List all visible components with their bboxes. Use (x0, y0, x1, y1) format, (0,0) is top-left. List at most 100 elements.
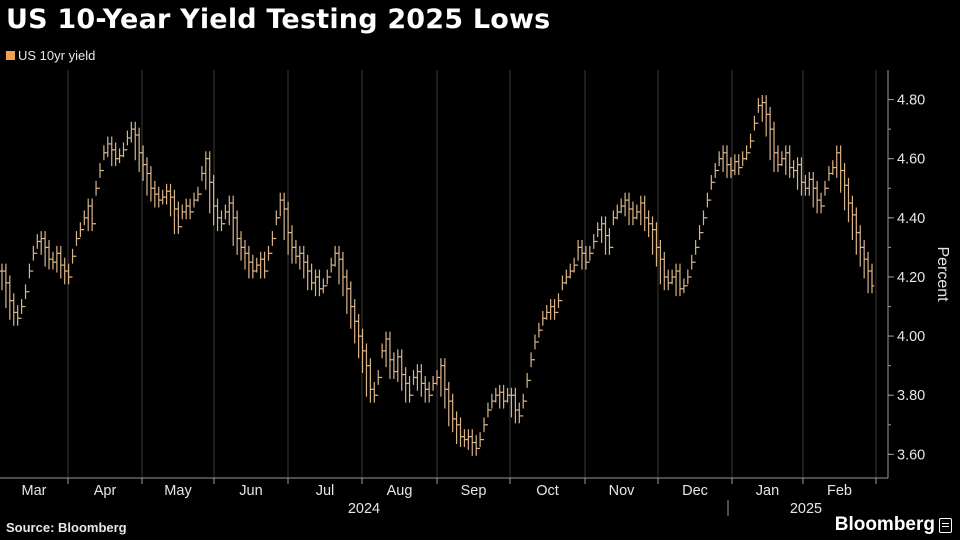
brand-name: Bloomberg (834, 514, 935, 535)
price-bar (50, 251, 56, 270)
price-bar (646, 210, 651, 238)
price-bar (626, 192, 632, 226)
price-bar (246, 245, 252, 279)
price-bar (54, 245, 60, 273)
price-bar (336, 245, 342, 285)
price-bar (395, 349, 401, 382)
price-bar (238, 231, 244, 261)
price-bar (450, 393, 455, 433)
price-bar (195, 186, 201, 202)
price-bar (705, 192, 710, 219)
price-bar (254, 257, 259, 273)
price-bar (720, 145, 726, 172)
y-tick-label: 4.20 (897, 270, 925, 286)
price-bar (262, 251, 267, 279)
price-bar (811, 172, 816, 208)
price-bar (360, 328, 365, 374)
price-bar (82, 210, 87, 231)
price-bar (787, 145, 792, 178)
price-bar (407, 376, 412, 403)
price-bar (313, 269, 318, 297)
price-bar (807, 172, 812, 196)
price-bar (822, 180, 828, 207)
price-bar (293, 240, 299, 264)
price-bar (736, 154, 741, 175)
price-bar (615, 204, 620, 220)
price-bar (234, 210, 240, 255)
price-bar (571, 257, 577, 273)
price-bar (473, 435, 479, 456)
price-bar (689, 254, 694, 278)
price-bar (164, 183, 169, 205)
price-bar (419, 364, 424, 397)
price-bar (842, 163, 847, 211)
price-bar (430, 376, 436, 396)
price-bar (340, 251, 346, 297)
price-bar (129, 121, 134, 143)
price-bar (15, 305, 20, 326)
price-bar (771, 121, 777, 172)
price-bar (865, 251, 871, 294)
price-bar (19, 299, 24, 319)
price-bar (223, 204, 228, 225)
price-bar (544, 305, 549, 320)
price-bar (258, 251, 263, 279)
y-axis-label: Percent (934, 246, 951, 302)
chart-title: US 10-Year Yield Testing 2025 Lows (6, 4, 551, 35)
price-bar (697, 225, 702, 248)
price-bar (74, 231, 79, 257)
yield-series (0, 95, 875, 456)
price-bar (344, 269, 350, 314)
price-bar (328, 257, 334, 278)
legend-swatch (6, 51, 15, 60)
price-bar (136, 127, 142, 172)
y-tick-label: 4.00 (897, 329, 925, 345)
price-bar (630, 201, 636, 226)
price-bar (62, 257, 67, 285)
price-bar (176, 201, 181, 235)
price-bar (285, 201, 291, 255)
price-bar (321, 278, 326, 294)
price-bar (489, 393, 495, 411)
price-bar (211, 174, 216, 226)
y-tick-label: 3.80 (897, 388, 925, 404)
price-bar (242, 240, 248, 270)
price-bar (199, 166, 205, 195)
y-tick-label: 4.60 (897, 152, 925, 168)
price-bar (583, 245, 589, 270)
price-bar (309, 263, 314, 291)
price-bar (93, 180, 99, 225)
price-bar (35, 234, 40, 254)
price-bar (105, 136, 111, 158)
price-bar (180, 204, 185, 228)
document-icon (939, 517, 952, 533)
price-bar (568, 263, 573, 279)
x-year-label: 2024 (348, 501, 380, 517)
price-bar (744, 145, 749, 161)
x-month-label: Feb (827, 483, 852, 499)
price-bar (113, 142, 118, 167)
price-bar (203, 151, 208, 190)
price-bar (78, 222, 83, 240)
price-bar (403, 367, 408, 403)
price-bar (485, 402, 491, 426)
price-bar (791, 160, 796, 178)
axes: 4.80 4.60 4.40 4.20 4.00 3.80 3.60 Percent Mar Ap… (0, 70, 951, 517)
price-bar (846, 177, 851, 223)
price-bar (716, 151, 722, 172)
price-bar (830, 160, 836, 175)
price-bar (611, 210, 616, 248)
price-bar (854, 207, 859, 255)
price-bar (752, 115, 757, 142)
bloomberg-logo: Bloomberg (835, 514, 952, 536)
price-bar (415, 364, 420, 391)
price-bar (826, 166, 832, 189)
price-bar (423, 376, 428, 403)
price-bar (595, 222, 600, 243)
price-bar (466, 429, 471, 450)
price-bar (160, 189, 165, 205)
price-bar (575, 240, 581, 266)
price-bar (38, 231, 44, 255)
price-bar (560, 275, 565, 302)
x-month-label: Mar (22, 483, 47, 499)
